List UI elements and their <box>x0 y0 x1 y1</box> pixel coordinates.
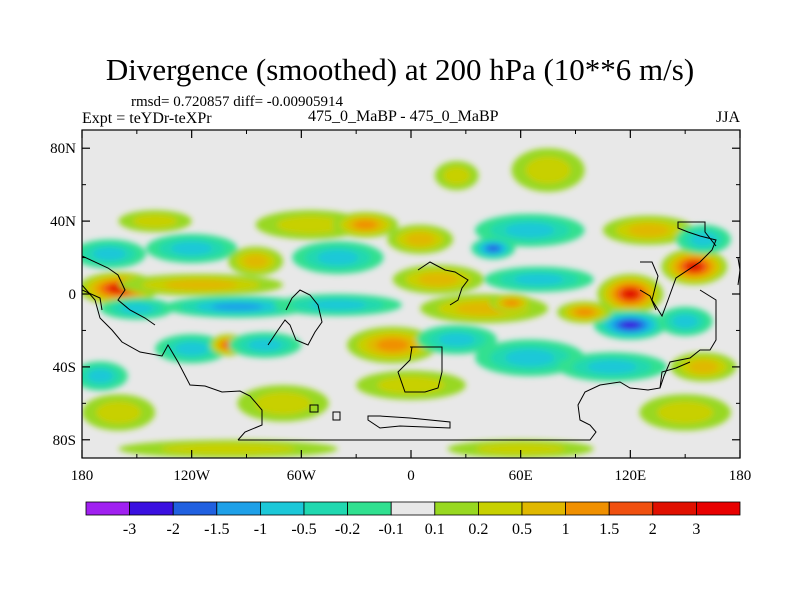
field-feature-2-level-2 <box>120 303 154 314</box>
field-feature-15-level-4 <box>486 245 500 252</box>
field-feature-24-level-2 <box>691 232 716 246</box>
field-feature-32-level-1 <box>377 376 445 395</box>
field-feature-25-level-5 <box>621 321 640 329</box>
field-feature-37-level-2 <box>88 369 113 383</box>
coastline-americas <box>82 270 323 441</box>
field-feature-7-level-2 <box>243 254 268 268</box>
runs-label: 475_0_MaBP - 475_0_MaBP <box>308 108 499 125</box>
y-axis: 80N 40N 0 40S 80S <box>50 141 740 449</box>
colorbar-label-1: -2 <box>167 521 180 538</box>
field-feature-12-level-1 <box>525 156 571 184</box>
colorbar-box-13 <box>652 501 697 516</box>
colorbar-box-4 <box>259 501 305 516</box>
field-feature-3-level-3 <box>211 302 263 311</box>
colorbar-label-2: -1.5 <box>204 521 229 538</box>
field-feature-42-level-1 <box>475 443 566 455</box>
colorbar-label-3: -1 <box>254 521 267 538</box>
divergence-field <box>82 148 737 458</box>
field-feature-21-level-5 <box>622 289 639 299</box>
chart-title: Divergence (smoothed) at 200 hPa (10**6 … <box>105 52 695 87</box>
colorbar-box-2 <box>172 501 218 516</box>
x-tick-label-4: 60E <box>509 468 533 484</box>
colorbar-box-3 <box>216 501 261 516</box>
x-tick-label-5: 120E <box>614 468 646 484</box>
field-feature-27-level-3 <box>575 308 595 317</box>
field-feature-6-level-2 <box>171 241 212 255</box>
field-feature-11-level-1 <box>132 214 178 228</box>
colorbar-label-9: 0.5 <box>512 521 532 538</box>
field-feature-5-level-2 <box>93 247 126 261</box>
colorbar-box-8 <box>434 501 479 516</box>
colorbar: -3 -2 -1.5 -1 -0.5 -0.2 -0.1 0.1 0.2 0.5 1 1.5 2 3 <box>85 501 741 538</box>
coastline-antarctica <box>238 361 691 441</box>
x-tick-label-2: 60W <box>287 468 317 484</box>
rmsd-diff-stats: rmsd= 0.720857 diff= -0.00905914 <box>131 94 344 110</box>
field-feature-31-level-3 <box>376 338 409 352</box>
colorbar-label-8: 0.2 <box>468 521 488 538</box>
coastline-north-america <box>82 255 156 326</box>
field-feature-34-level-2 <box>505 349 555 366</box>
colorbar-label-10: 1 <box>562 521 570 538</box>
y-tick-label-4: 80S <box>53 433 76 449</box>
field-feature-17-level-2 <box>418 272 459 286</box>
field-feature-41-level-1 <box>160 443 296 455</box>
colorbar-label-12: 2 <box>649 521 657 538</box>
colorbar-box-5 <box>303 501 348 516</box>
colorbar-box-1 <box>129 501 174 516</box>
colorbar-label-6: -0.1 <box>379 521 404 538</box>
y-tick-label-1: 40N <box>50 214 76 230</box>
colorbar-label-4: -0.5 <box>291 521 316 538</box>
field-feature-28-level-2 <box>175 342 208 356</box>
colorbar-label-5: -0.2 <box>335 521 360 538</box>
field-feature-9-level-1 <box>276 215 345 234</box>
x-axis: 180 120W 60W 0 60E 120E 180 <box>71 130 752 484</box>
colorbar-box-12 <box>608 501 654 516</box>
field-feature-40-level-1 <box>657 401 714 424</box>
field-feature-33-level-2 <box>438 333 475 347</box>
colorbar-box-0 <box>85 501 130 516</box>
field-feature-18-level-2 <box>514 273 564 286</box>
y-tick-label-2: 0 <box>69 287 77 303</box>
coastline-africa <box>397 261 469 393</box>
colorbar-box-10 <box>521 501 566 516</box>
field-feature-26-level-2 <box>672 314 698 328</box>
field-feature-30-level-2 <box>248 339 282 351</box>
field-feature-16-level-2 <box>405 232 435 246</box>
x-tick-label-3: 0 <box>407 468 415 484</box>
colorbar-label-13: 3 <box>692 521 700 538</box>
colorbar-label-11: 1.5 <box>599 521 619 538</box>
colorbar-box-11 <box>565 501 610 516</box>
y-tick-label-0: 80N <box>50 141 76 157</box>
x-tick-label-6: 180 <box>729 468 752 484</box>
colorbar-box-14 <box>696 501 741 516</box>
field-feature-1-level-2 <box>164 280 238 290</box>
field-feature-35-level-2 <box>587 360 637 374</box>
x-tick-label-1: 120W <box>173 468 211 484</box>
season-label: JJA <box>716 109 741 126</box>
field-feature-14-level-2 <box>505 222 555 238</box>
field-feature-36-level-2 <box>688 360 719 374</box>
field-feature-13-level-1 <box>443 166 471 185</box>
field-feature-23-level-2 <box>628 223 669 237</box>
field-feature-10-level-3 <box>353 220 377 230</box>
x-tick-label-0: 180 <box>71 468 94 484</box>
field-feature-39-level-1 <box>254 392 312 415</box>
field-feature-4-level-2 <box>309 300 367 310</box>
coastline-asia <box>640 221 717 318</box>
field-feature-8-level-2 <box>317 250 359 265</box>
coastlines <box>82 221 740 441</box>
colorbar-label-0: -3 <box>123 521 136 538</box>
field-feature-38-level-1 <box>96 401 142 424</box>
y-tick-label-3: 40S <box>53 360 76 376</box>
colorbar-label-7: 0.1 <box>425 521 445 538</box>
experiment-label: Expt = teYDr-teXPr <box>82 110 212 127</box>
colorbar-box-6 <box>347 501 392 516</box>
colorbar-box-7 <box>390 501 436 516</box>
colorbar-box-9 <box>477 501 523 516</box>
field-feature-20-level-3 <box>503 299 520 307</box>
